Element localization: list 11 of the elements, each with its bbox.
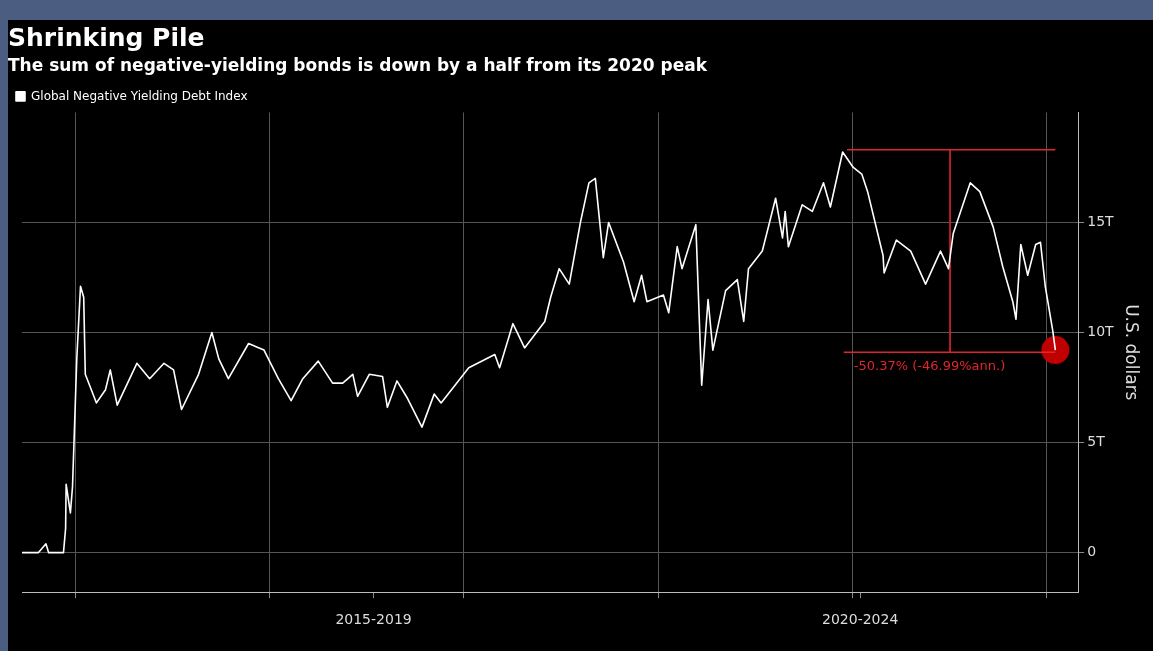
chart-title: Shrinking Pile bbox=[8, 22, 205, 52]
chart-subtitle: The sum of negative-yielding bonds is down by a half from its 2020 peak bbox=[8, 54, 708, 75]
y-tick-label: 15T bbox=[1087, 213, 1115, 230]
y-tick-label: 10T bbox=[1087, 323, 1115, 340]
y-tick-label: 0 bbox=[1087, 543, 1097, 560]
x-tick-label: 2020-2024 bbox=[822, 611, 899, 628]
y-axis-title: U.S. dollars bbox=[1122, 304, 1143, 401]
annotation: -50.37% (-46.99%ann.) bbox=[853, 357, 1006, 373]
y-tick-label: 5T bbox=[1087, 433, 1106, 450]
legend-label: Global Negative Yielding Debt Index bbox=[31, 88, 248, 103]
x-tick-label: 2015-2019 bbox=[335, 611, 412, 628]
